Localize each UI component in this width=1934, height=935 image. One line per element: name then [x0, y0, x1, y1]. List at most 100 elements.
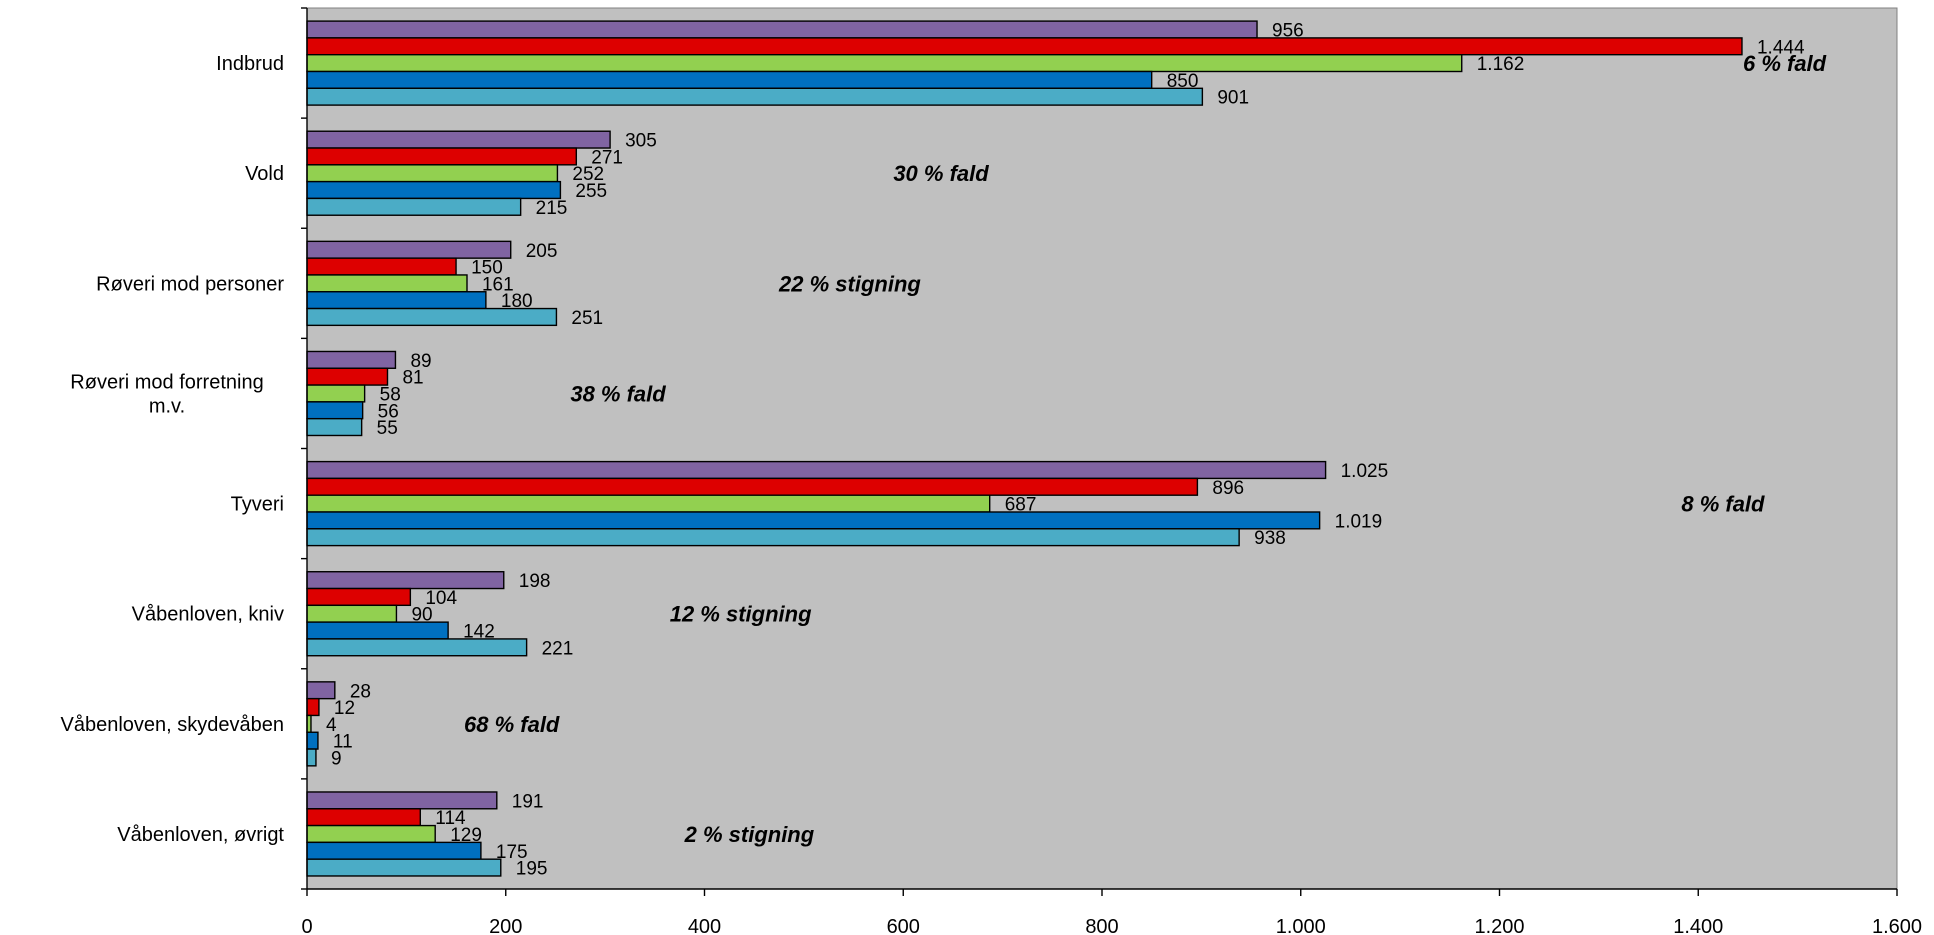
bar: [306, 808, 421, 827]
data-label: 271: [591, 147, 623, 168]
data-label: 1.162: [1477, 54, 1525, 75]
data-label: 161: [482, 274, 514, 295]
bar: [306, 274, 468, 293]
data-label: 191: [512, 791, 544, 812]
x-tick-label: 200: [489, 916, 522, 935]
annotations-layer: 6 % fald 30 % fald 22 % stigning 38 % fald 8…: [464, 51, 1827, 847]
data-label: 104: [425, 588, 457, 609]
bar: [306, 528, 1240, 547]
bars-layer: [306, 20, 1743, 877]
data-label: 221: [542, 638, 574, 659]
bar: [306, 384, 366, 403]
category-label: Våbenloven, kniv: [132, 604, 284, 626]
annotation: 68 % fald: [464, 712, 560, 737]
bar: [306, 240, 512, 259]
annotation: 2 % stigning: [684, 822, 815, 847]
data-label: 28: [350, 681, 371, 702]
data-label: 255: [575, 181, 607, 202]
bar: [306, 681, 336, 700]
data-label: 1.025: [1341, 461, 1389, 482]
category-label: Våbenloven, øvrigt: [117, 824, 284, 846]
data-label: 252: [572, 164, 604, 185]
axes-layer: 0 200 400 600 800 1.000 1.200 1.400 1.600 Indbrud…: [61, 7, 1922, 935]
data-label: 58: [380, 384, 401, 405]
data-label: 198: [519, 571, 551, 592]
data-label: 90: [411, 605, 432, 626]
data-label: 215: [536, 198, 568, 219]
x-tick-label: 0: [301, 916, 312, 935]
data-label: 956: [1272, 21, 1304, 42]
bar: [306, 350, 397, 369]
bar: [306, 257, 457, 276]
data-label: 938: [1254, 528, 1286, 549]
bar: [306, 511, 1321, 530]
annotation: 8 % fald: [1681, 492, 1765, 517]
data-label: 205: [526, 241, 558, 262]
data-label: 4: [326, 715, 337, 736]
data-label: 896: [1212, 478, 1244, 499]
x-tick-label: 600: [887, 916, 920, 935]
bar: [306, 417, 363, 437]
data-label: 56: [378, 401, 399, 422]
data-label: 114: [435, 808, 466, 829]
data-labels-layer: 9561.4441.162850901305271252255215205150…: [326, 21, 1805, 880]
bar: [306, 130, 611, 149]
x-tick-label: 1.600: [1872, 916, 1922, 935]
x-tick-label: 400: [688, 916, 721, 935]
bar: [306, 731, 319, 750]
bar: [306, 477, 1199, 496]
bar: [306, 54, 1463, 73]
bar: [306, 460, 1327, 480]
bar: [306, 604, 398, 623]
data-label: 150: [471, 258, 503, 279]
bar: [306, 197, 522, 216]
data-label: 195: [516, 859, 548, 880]
bar: [306, 164, 559, 183]
category-label: Røveri mod forretning m.v.: [70, 371, 263, 417]
annotation: 38 % fald: [570, 381, 666, 406]
bar: [306, 367, 389, 386]
data-label: 175: [496, 842, 528, 863]
x-tick-label: 1.200: [1474, 916, 1524, 935]
data-label: 81: [402, 368, 423, 389]
data-label: 11: [333, 732, 353, 753]
data-label: 129: [450, 825, 482, 846]
bar: [306, 180, 562, 200]
bar: [306, 401, 364, 420]
data-label: 1.444: [1757, 37, 1805, 58]
bar: [306, 494, 991, 513]
annotation: 30 % fald: [893, 161, 989, 186]
x-tick-label: 1.400: [1673, 916, 1723, 935]
category-label: Vold: [245, 163, 284, 185]
bar: [306, 87, 1204, 106]
data-label: 687: [1005, 495, 1037, 516]
bar: [306, 697, 320, 717]
category-label: Røveri mod personer: [96, 273, 284, 295]
data-label: 142: [463, 622, 495, 643]
bar: [306, 291, 487, 310]
bar: [306, 571, 505, 590]
annotation: 22 % stigning: [778, 271, 921, 296]
data-label: 901: [1217, 88, 1249, 109]
data-label: 12: [334, 698, 355, 719]
data-label: 55: [377, 418, 398, 439]
bar: [306, 791, 498, 810]
category-label: Indbrud: [216, 53, 284, 75]
category-label: Tyveri: [231, 494, 284, 516]
bar: [306, 147, 578, 166]
bar: [306, 70, 1153, 89]
data-label: 305: [625, 131, 657, 152]
data-label: 9: [331, 748, 342, 769]
data-label: 251: [571, 308, 603, 329]
data-label: 850: [1167, 71, 1199, 92]
bar: [306, 858, 502, 877]
bar: [306, 748, 317, 767]
x-tick-label: 1.000: [1276, 916, 1326, 935]
data-label: 180: [501, 291, 533, 312]
bar: [306, 20, 1258, 39]
category-label: Våbenloven, skydevåben: [61, 714, 285, 736]
annotation: 12 % stigning: [670, 602, 812, 627]
data-label: 89: [410, 351, 431, 372]
data-label: 1.019: [1335, 511, 1383, 532]
